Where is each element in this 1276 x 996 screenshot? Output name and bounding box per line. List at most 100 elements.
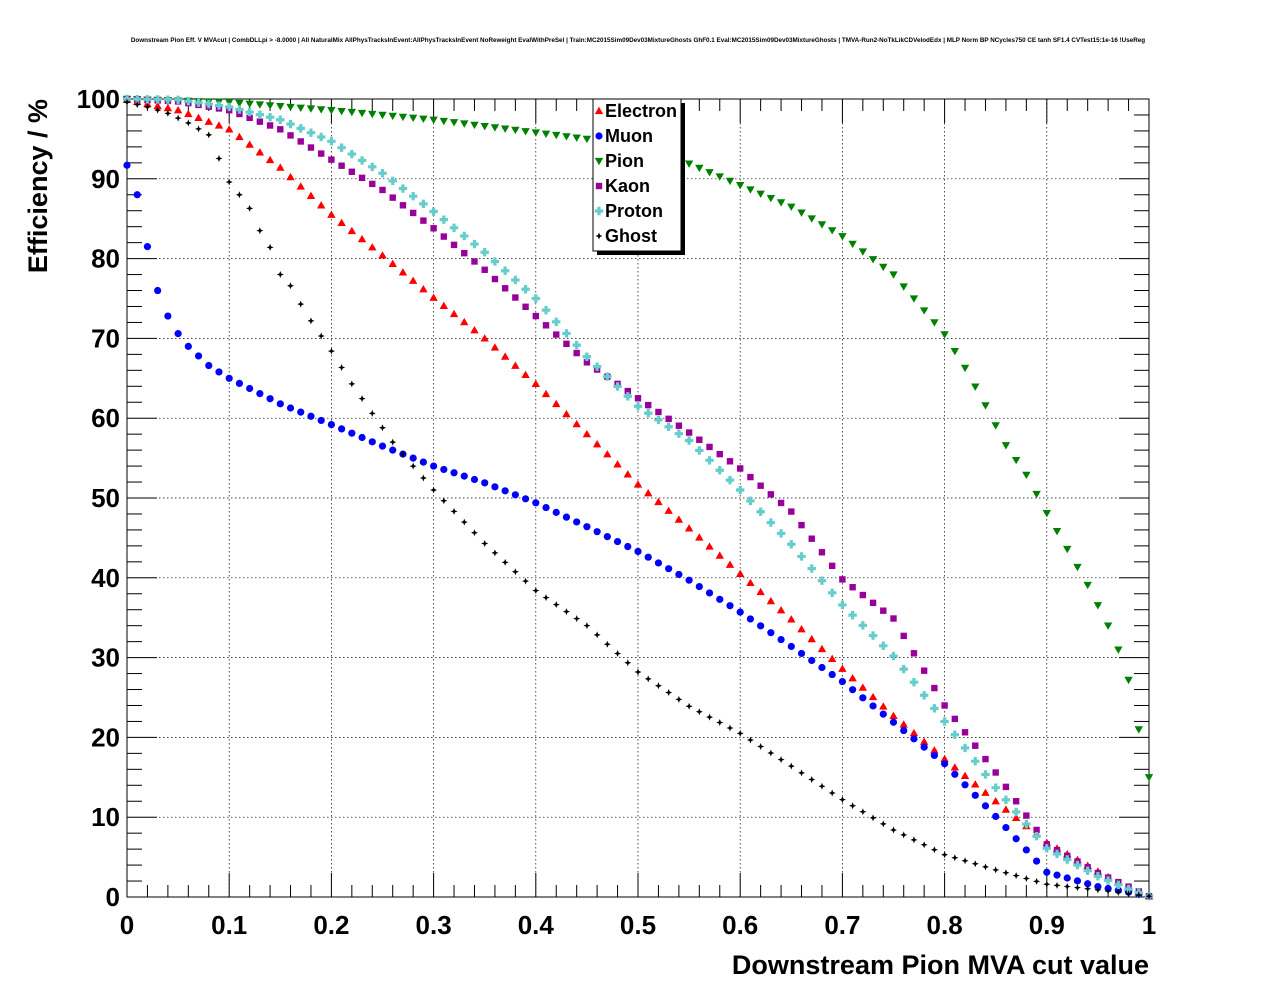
- data-point-ghost: [808, 776, 816, 784]
- data-point-ghost: [920, 841, 928, 849]
- data-point-kaon: [972, 742, 979, 749]
- data-point-pion: [797, 209, 806, 217]
- data-point-muon: [634, 547, 642, 556]
- data-point-pion: [286, 103, 295, 112]
- data-point-muon: [961, 781, 969, 789]
- data-point-muon: [859, 694, 867, 702]
- data-point-muon: [389, 446, 397, 454]
- data-point-ghost: [164, 109, 172, 117]
- data-point-pion: [858, 248, 868, 256]
- data-point-electron: [552, 399, 561, 408]
- data-point-pion: [552, 131, 561, 140]
- data-point-ghost: [143, 103, 151, 111]
- data-point-pion: [940, 331, 949, 339]
- data-point-electron: [265, 155, 275, 164]
- data-point-electron: [654, 497, 663, 506]
- data-point-kaon: [583, 359, 591, 366]
- data-point-electron: [889, 711, 898, 720]
- data-point-proton: [511, 275, 520, 285]
- data-point-ghost: [287, 282, 295, 290]
- data-point-proton: [879, 641, 888, 650]
- data-point-ghost: [419, 474, 427, 482]
- data-point-electron: [879, 702, 888, 710]
- data-point-pion: [490, 124, 500, 132]
- data-point-ghost: [1135, 891, 1143, 899]
- data-point-proton: [623, 392, 632, 401]
- data-point-electron: [173, 105, 183, 114]
- data-point-electron: [919, 737, 929, 745]
- data-point-kaon: [716, 450, 723, 458]
- data-point-electron: [276, 163, 285, 171]
- data-point-kaon: [931, 684, 938, 692]
- data-point-muon: [573, 518, 581, 526]
- data-point-ghost: [297, 300, 305, 308]
- data-point-ghost: [542, 594, 550, 602]
- data-point-ghost: [409, 462, 417, 470]
- data-point-proton: [1073, 860, 1082, 870]
- data-point-ghost: [828, 789, 836, 797]
- data-point-muon: [297, 408, 305, 416]
- data-point-electron: [715, 551, 724, 559]
- data-point-proton: [950, 730, 960, 739]
- data-point-pion: [521, 128, 530, 136]
- data-point-muon: [164, 312, 172, 320]
- data-point-pion: [705, 169, 714, 177]
- data-point-ghost: [174, 114, 182, 122]
- data-point-proton: [654, 415, 663, 425]
- data-point-kaon: [675, 422, 683, 429]
- data-point-electron: [1011, 813, 1021, 821]
- data-point-proton: [613, 382, 622, 391]
- data-point-electron: [480, 334, 489, 342]
- data-point-muon: [440, 465, 448, 474]
- data-point-ghost: [675, 695, 683, 703]
- data-point-muon: [1073, 877, 1082, 885]
- y-tick-label: 10: [91, 802, 120, 832]
- data-point-electron: [858, 683, 868, 691]
- data-point-ghost: [133, 101, 141, 109]
- data-point-proton: [705, 456, 714, 465]
- data-point-muon: [368, 438, 376, 446]
- data-point-electron: [368, 243, 377, 251]
- data-point-proton: [664, 422, 673, 432]
- data-point-kaon: [624, 387, 631, 395]
- data-point-electron: [337, 218, 346, 226]
- data-point-muon: [900, 726, 908, 735]
- data-point-kaon: [553, 331, 560, 338]
- data-point-ghost: [900, 831, 908, 839]
- data-point-electron: [521, 370, 530, 378]
- data-point-electron: [776, 605, 786, 614]
- data-series: [122, 94, 1154, 901]
- data-point-kaon: [358, 174, 366, 182]
- data-point-electron: [623, 470, 632, 478]
- data-point-kaon: [430, 225, 437, 232]
- data-point-pion: [327, 107, 336, 115]
- data-point-electron: [378, 251, 387, 259]
- data-point-proton: [797, 552, 806, 561]
- data-point-proton: [541, 305, 551, 315]
- data-point-proton: [1093, 872, 1103, 881]
- data-point-pion: [971, 383, 980, 391]
- data-point-pion: [480, 122, 489, 131]
- data-point-electron: [194, 113, 203, 121]
- data-point-kaon: [348, 168, 356, 175]
- data-point-ghost: [961, 857, 969, 865]
- data-point-electron: [664, 506, 673, 514]
- data-point-kaon: [920, 667, 928, 674]
- legend-marker-pion: [594, 157, 604, 166]
- data-point-proton: [725, 475, 735, 485]
- data-point-pion: [787, 203, 796, 211]
- data-point-muon: [838, 677, 847, 686]
- data-point-ghost: [389, 438, 397, 446]
- data-point-pion: [265, 102, 275, 110]
- data-point-ghost: [767, 749, 775, 757]
- data-point-muon: [685, 576, 693, 584]
- legend-label-pion: Pion: [605, 151, 644, 171]
- data-point-kaon: [828, 562, 836, 570]
- data-point-muon: [266, 395, 274, 403]
- data-point-electron: [153, 101, 162, 110]
- data-point-muon: [654, 559, 663, 567]
- data-point-ghost: [849, 802, 857, 810]
- data-point-ghost: [665, 689, 673, 697]
- data-point-proton: [357, 156, 367, 165]
- data-point-ghost: [348, 380, 356, 388]
